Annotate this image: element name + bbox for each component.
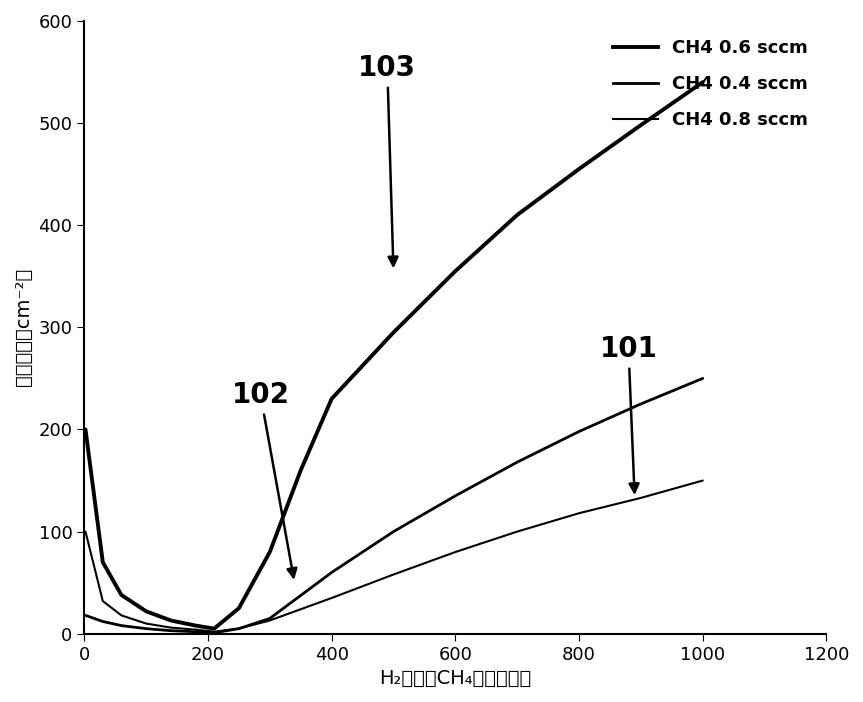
Legend: CH4 0.6 sccm, CH4 0.4 sccm, CH4 0.8 sccm: CH4 0.6 sccm, CH4 0.4 sccm, CH4 0.8 sccm [604, 30, 817, 138]
Text: 102: 102 [231, 381, 296, 577]
Y-axis label: 成核密度（cm⁻²）: 成核密度（cm⁻²） [14, 268, 33, 386]
Text: 101: 101 [600, 335, 658, 492]
Text: 103: 103 [358, 54, 416, 265]
X-axis label: H₂流量（CH₄流量倍数）: H₂流量（CH₄流量倍数） [379, 669, 532, 688]
